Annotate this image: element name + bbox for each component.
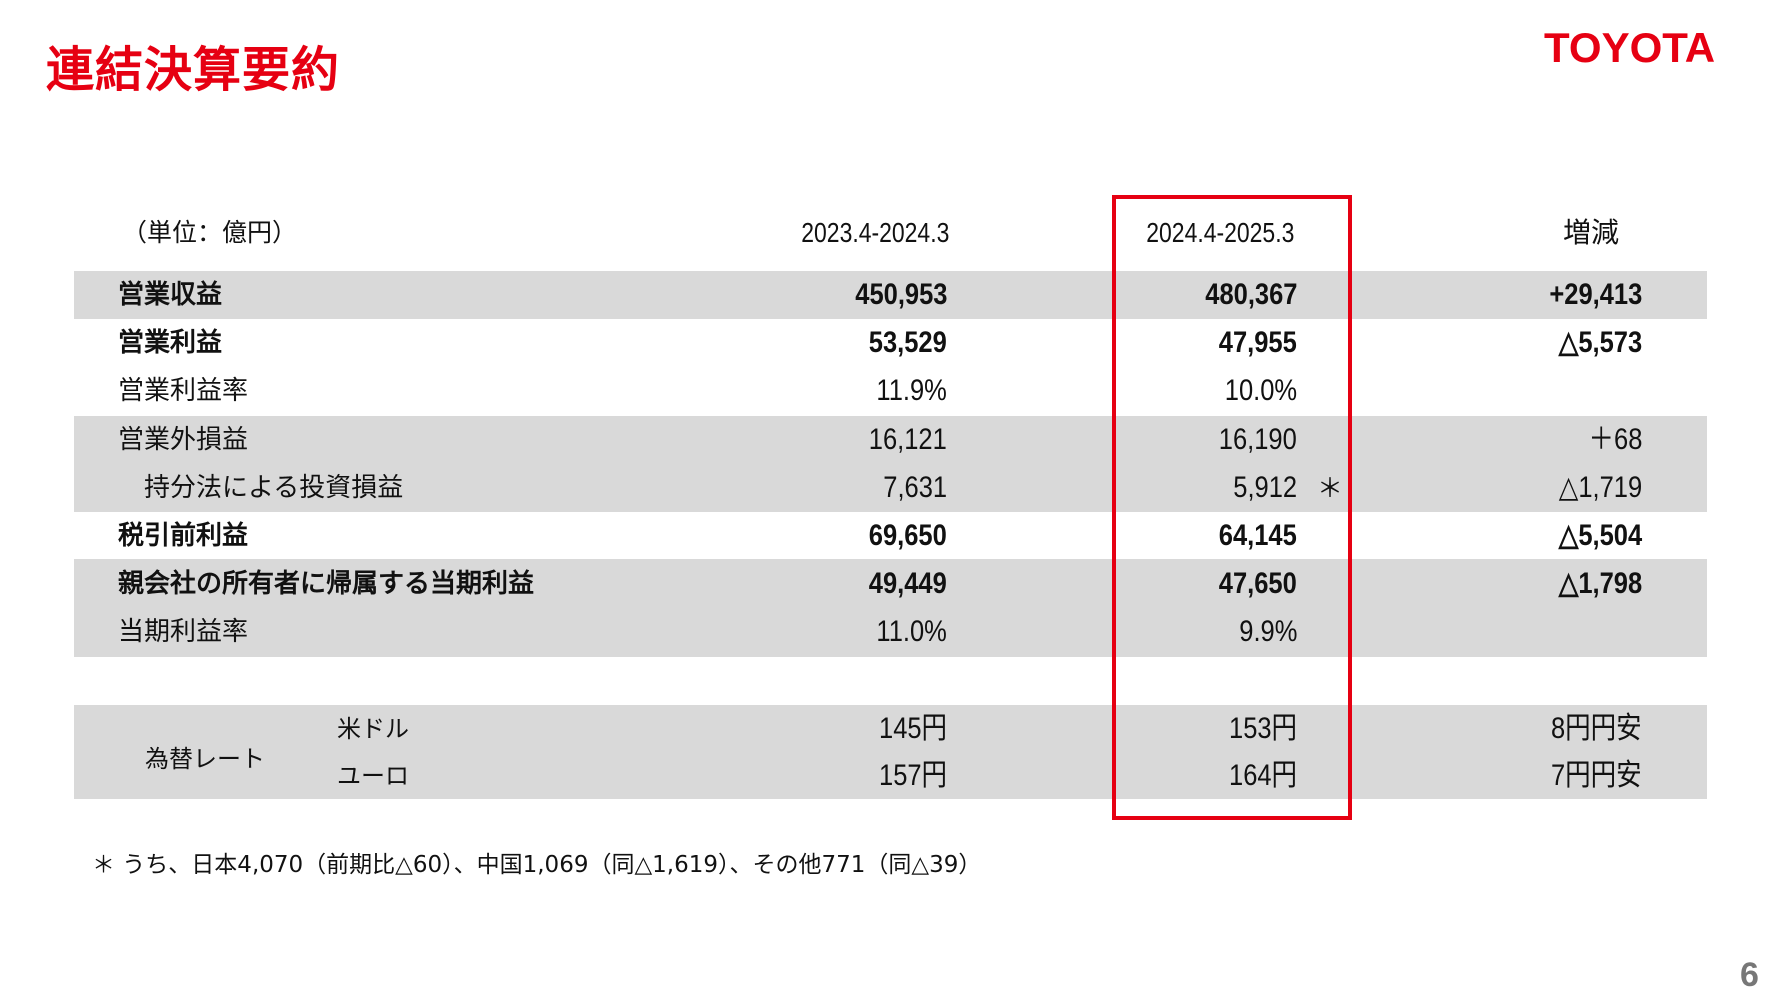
table-row-operating-margin: 営業利益率 11.9% 10.0% [74,367,1707,415]
row-band [74,559,1707,657]
currency-label: ユーロ [337,762,409,790]
column-header-change: 増減 [1563,216,1620,249]
value-change: 8円円安 [1551,712,1642,745]
value-prev: 11.0% [876,615,947,648]
row-label: 持分法による投資損益 [144,473,404,503]
page-title: 連結決算要約 [46,42,341,98]
footnote: ＊ うち、日本4,070（前期比△60）、中国1,069（同△1,619）、その… [92,852,982,878]
value-change: △5,504 [1558,519,1642,552]
value-change: △1,719 [1558,471,1642,504]
table-row-equity-method: 持分法による投資損益 7,631 5,912 ＊ △1,719 [74,464,1707,512]
currency-label: 米ドル [337,715,409,743]
row-label: 営業収益 [118,280,223,310]
toyota-logo: TOYOTA [1544,24,1716,71]
value-curr: 9.9% [1238,615,1297,648]
value-prev: 145円 [878,712,947,745]
value-prev: 69,650 [868,519,947,552]
value-curr: 47,955 [1218,326,1297,359]
unit-label: （単位：億円） [122,218,298,247]
value-prev: 157円 [878,759,947,792]
row-band [74,271,1707,319]
value-change: +29,413 [1549,278,1642,311]
row-label: 営業利益率 [118,376,249,406]
value-change: △5,573 [1558,326,1642,359]
value-curr: 5,912 [1233,471,1297,504]
table-row-pretax-income: 税引前利益 69,650 64,145 △5,504 [74,512,1707,560]
footnote-marker: ＊ [1317,474,1344,504]
table-row-net-margin: 当期利益率 11.0% 9.9% [74,608,1707,656]
value-prev: 16,121 [868,423,947,456]
table-row-non-operating: 営業外損益 16,121 16,190 ＋68 [74,416,1707,464]
row-label: 当期利益率 [118,617,249,647]
value-curr: 164円 [1228,759,1297,792]
table-row-operating-income: 営業利益 53,529 47,955 △5,573 [74,319,1707,367]
value-prev: 450,953 [854,278,947,311]
row-label: 税引前利益 [118,521,249,551]
row-label: 営業利益 [118,328,223,358]
value-prev: 49,449 [868,567,947,600]
value-prev: 11.9% [876,374,947,407]
value-curr: 64,145 [1218,519,1297,552]
value-curr: 153円 [1228,712,1297,745]
page-number: 6 [1740,956,1759,994]
value-curr: 480,367 [1204,278,1297,311]
row-band [74,705,1707,799]
value-curr: 10.0% [1224,374,1297,407]
column-header-prev: 2023.4-2024.3 [801,217,950,248]
table-row-fx-eur: ユーロ 157円 164円 7円円安 [74,752,1707,800]
value-curr: 47,650 [1218,567,1297,600]
fx-rate-label: 為替レート [145,745,265,773]
row-label: 親会社の所有者に帰属する当期利益 [118,569,535,599]
table-row-net-income: 親会社の所有者に帰属する当期利益 49,449 47,650 △1,798 [74,560,1707,608]
column-header-curr: 2024.4-2025.3 [1146,217,1295,248]
table-row-revenue: 営業収益 450,953 480,367 +29,413 [74,271,1707,319]
value-change: ＋68 [1588,423,1642,456]
value-curr: 16,190 [1218,423,1297,456]
value-prev: 53,529 [868,326,947,359]
value-change: △1,798 [1558,567,1642,600]
value-prev: 7,631 [883,471,947,504]
row-label: 営業外損益 [118,425,249,455]
highlight-box-current-period [1112,195,1352,820]
row-band [74,416,1707,512]
table-row-fx-usd: 米ドル 145円 153円 8円円安 [74,705,1707,753]
value-change: 7円円安 [1551,759,1642,792]
